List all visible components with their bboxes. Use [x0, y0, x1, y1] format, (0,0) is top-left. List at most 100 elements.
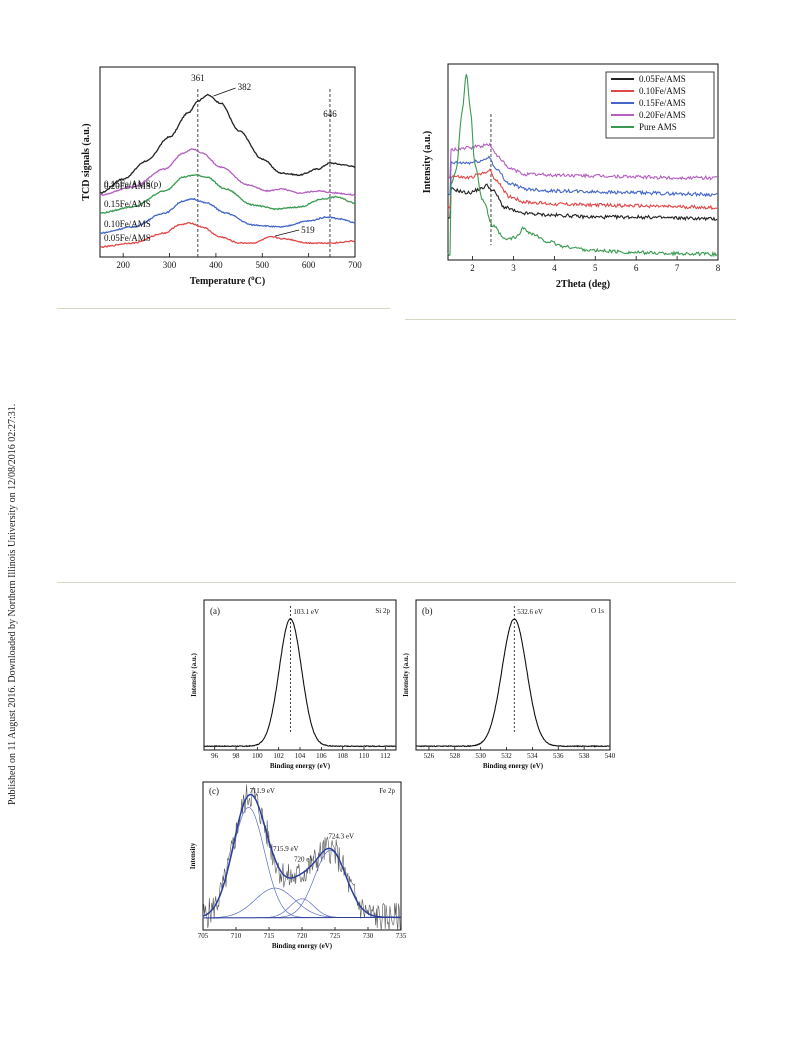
divider-rule: [405, 319, 736, 320]
tpr-series-line: [99, 148, 356, 197]
x-tick-label: 526: [424, 752, 435, 760]
x-tick-label: 528: [450, 752, 461, 760]
xps-o-chart: 526 528 530 532 534 536 538 540 (b) O 1s 532.6 eV B…: [402, 599, 616, 770]
peak-annotation: 519: [301, 225, 315, 235]
x-tick-label: 700: [348, 260, 362, 270]
plot-frame: [415, 599, 611, 751]
x-tick-label: 530: [475, 752, 486, 760]
series-label: 0.10Fe/AMS: [104, 219, 151, 229]
peak-label: 711.9 eV: [250, 787, 275, 795]
legend-label: 0.10Fe/AMS: [639, 86, 686, 96]
plot-frame: [447, 63, 719, 261]
panel-label: (b): [422, 606, 433, 616]
y-axis-title: TCD signals (a.u.): [81, 123, 92, 200]
peak-label: 724.3 eV: [328, 833, 354, 841]
x-tick-label: 106: [316, 752, 327, 760]
peak-annotation: 646: [323, 109, 337, 119]
tpr-series-line: [99, 174, 356, 214]
peak-label: 715.9 eV: [273, 845, 299, 853]
xps-si-chart: 96 98 100 102 104 106 108 110 112 (a) Si 2p 103.1 e…: [190, 599, 397, 770]
xrd-series-line: [447, 183, 718, 222]
peak-label: 532.6 eV: [517, 608, 543, 616]
x-tick-label: 300: [163, 260, 177, 270]
series-label: 0.05Fe/AMS: [104, 233, 151, 243]
x-tick-label: 540: [605, 752, 616, 760]
y-axis-title: Intensity (a.u.): [190, 652, 198, 696]
x-tick-label: 715: [264, 932, 275, 940]
x-tick-label: 6: [634, 263, 639, 273]
x-tick-label: 534: [527, 752, 538, 760]
x-tick-label: 2: [470, 263, 475, 273]
y-axis-title: Intensity: [189, 842, 197, 869]
xrd-series-line: [447, 168, 718, 211]
divider-rule: [57, 582, 736, 583]
xrd-chart: 2 3 4 5 6 7 8 0.05Fe/AMS 0.10Fe/AMS 0.15Fe/AMS 0.2…: [422, 63, 721, 290]
element-label: O 1s: [591, 607, 604, 615]
x-tick-label: 7: [675, 263, 680, 273]
x-tick-label: 730: [363, 932, 374, 940]
peak-annotation: 361: [191, 73, 205, 83]
x-tick-label: 102: [273, 752, 284, 760]
baseline-line: [203, 916, 401, 919]
divider-rule: [57, 308, 390, 309]
plot-frame: [99, 66, 356, 258]
x-tick-label: 4: [552, 263, 557, 273]
x-tick-label: 108: [337, 752, 348, 760]
x-tick-label: 96: [211, 752, 219, 760]
xrd-series-line: [447, 74, 718, 258]
x-tick-label: 720: [297, 932, 308, 940]
xrd-series-line: [447, 142, 718, 181]
tpr-series-line: [99, 221, 356, 249]
x-axis-title: 2Theta (deg): [556, 279, 610, 290]
x-tick-label: 112: [380, 752, 391, 760]
x-tick-label: 200: [116, 260, 130, 270]
x-tick-label: 100: [252, 752, 263, 760]
publication-note: Published on 11 August 2016. Downloaded …: [7, 404, 18, 805]
legend-label: 0.20Fe/AMS: [639, 110, 686, 120]
xps-spectrum-line: [415, 618, 610, 748]
panel-label: (a): [210, 606, 220, 616]
x-axis-title: Binding energy (eV): [483, 762, 544, 770]
series-label: 0.15Fe/AMS(p): [104, 179, 161, 189]
plot-frame: [203, 599, 397, 751]
x-tick-label: 500: [256, 260, 270, 270]
x-tick-label: 710: [231, 932, 242, 940]
tpr-chart: 200 300 400 500 600 700 0.15Fe/AMS(p)0.20Fe/AM…: [81, 66, 362, 287]
series-label: 0.15Fe/AMS: [104, 199, 151, 209]
annotation-arrow: [274, 229, 300, 237]
y-axis-title: Intensity (a.u.): [422, 131, 433, 194]
element-label: Fe 2p: [379, 787, 395, 795]
xps-spectrum-line: [203, 618, 396, 748]
x-tick-label: 104: [295, 752, 306, 760]
x-tick-label: 725: [330, 932, 341, 940]
x-tick-label: 5: [593, 263, 598, 273]
peak-annotation: 382: [238, 82, 252, 92]
legend-label: Pure AMS: [639, 122, 677, 132]
xrd-series-line: [447, 155, 718, 198]
x-axis-title: Binding energy (eV): [270, 762, 331, 770]
x-axis-title: Binding energy (eV): [272, 942, 333, 950]
xps-fe-chart: 705 710 715 720 725 730 735 711.9 eV 715.9 eV 720…: [189, 781, 407, 950]
legend-label: 0.15Fe/AMS: [639, 98, 686, 108]
x-tick-label: 3: [511, 263, 516, 273]
x-tick-label: 8: [716, 263, 721, 273]
tpr-series-line: [99, 197, 356, 235]
x-tick-label: 98: [233, 752, 241, 760]
fit-component-line: [202, 887, 400, 919]
publication-sidebar: Published on 11 August 2016. Downloaded …: [7, 404, 18, 805]
y-axis-title: Intensity (a.u.): [402, 652, 410, 696]
x-tick-label: 400: [209, 260, 223, 270]
series-label: 0.20Fe/AMS: [104, 181, 151, 191]
element-label: Si 2p: [375, 607, 390, 615]
x-tick-label: 536: [553, 752, 564, 760]
peak-label: 720 eV: [294, 855, 314, 863]
x-tick-label: 110: [359, 752, 370, 760]
fit-envelope-line: [202, 793, 402, 919]
x-tick-label: 532: [501, 752, 512, 760]
panel-label: (c): [209, 786, 219, 796]
x-tick-label: 735: [396, 932, 407, 940]
x-tick-label: 705: [198, 932, 209, 940]
tpr-series-line: [99, 93, 356, 195]
peak-label: 103.1 eV: [293, 608, 319, 616]
x-tick-label: 600: [302, 260, 316, 270]
